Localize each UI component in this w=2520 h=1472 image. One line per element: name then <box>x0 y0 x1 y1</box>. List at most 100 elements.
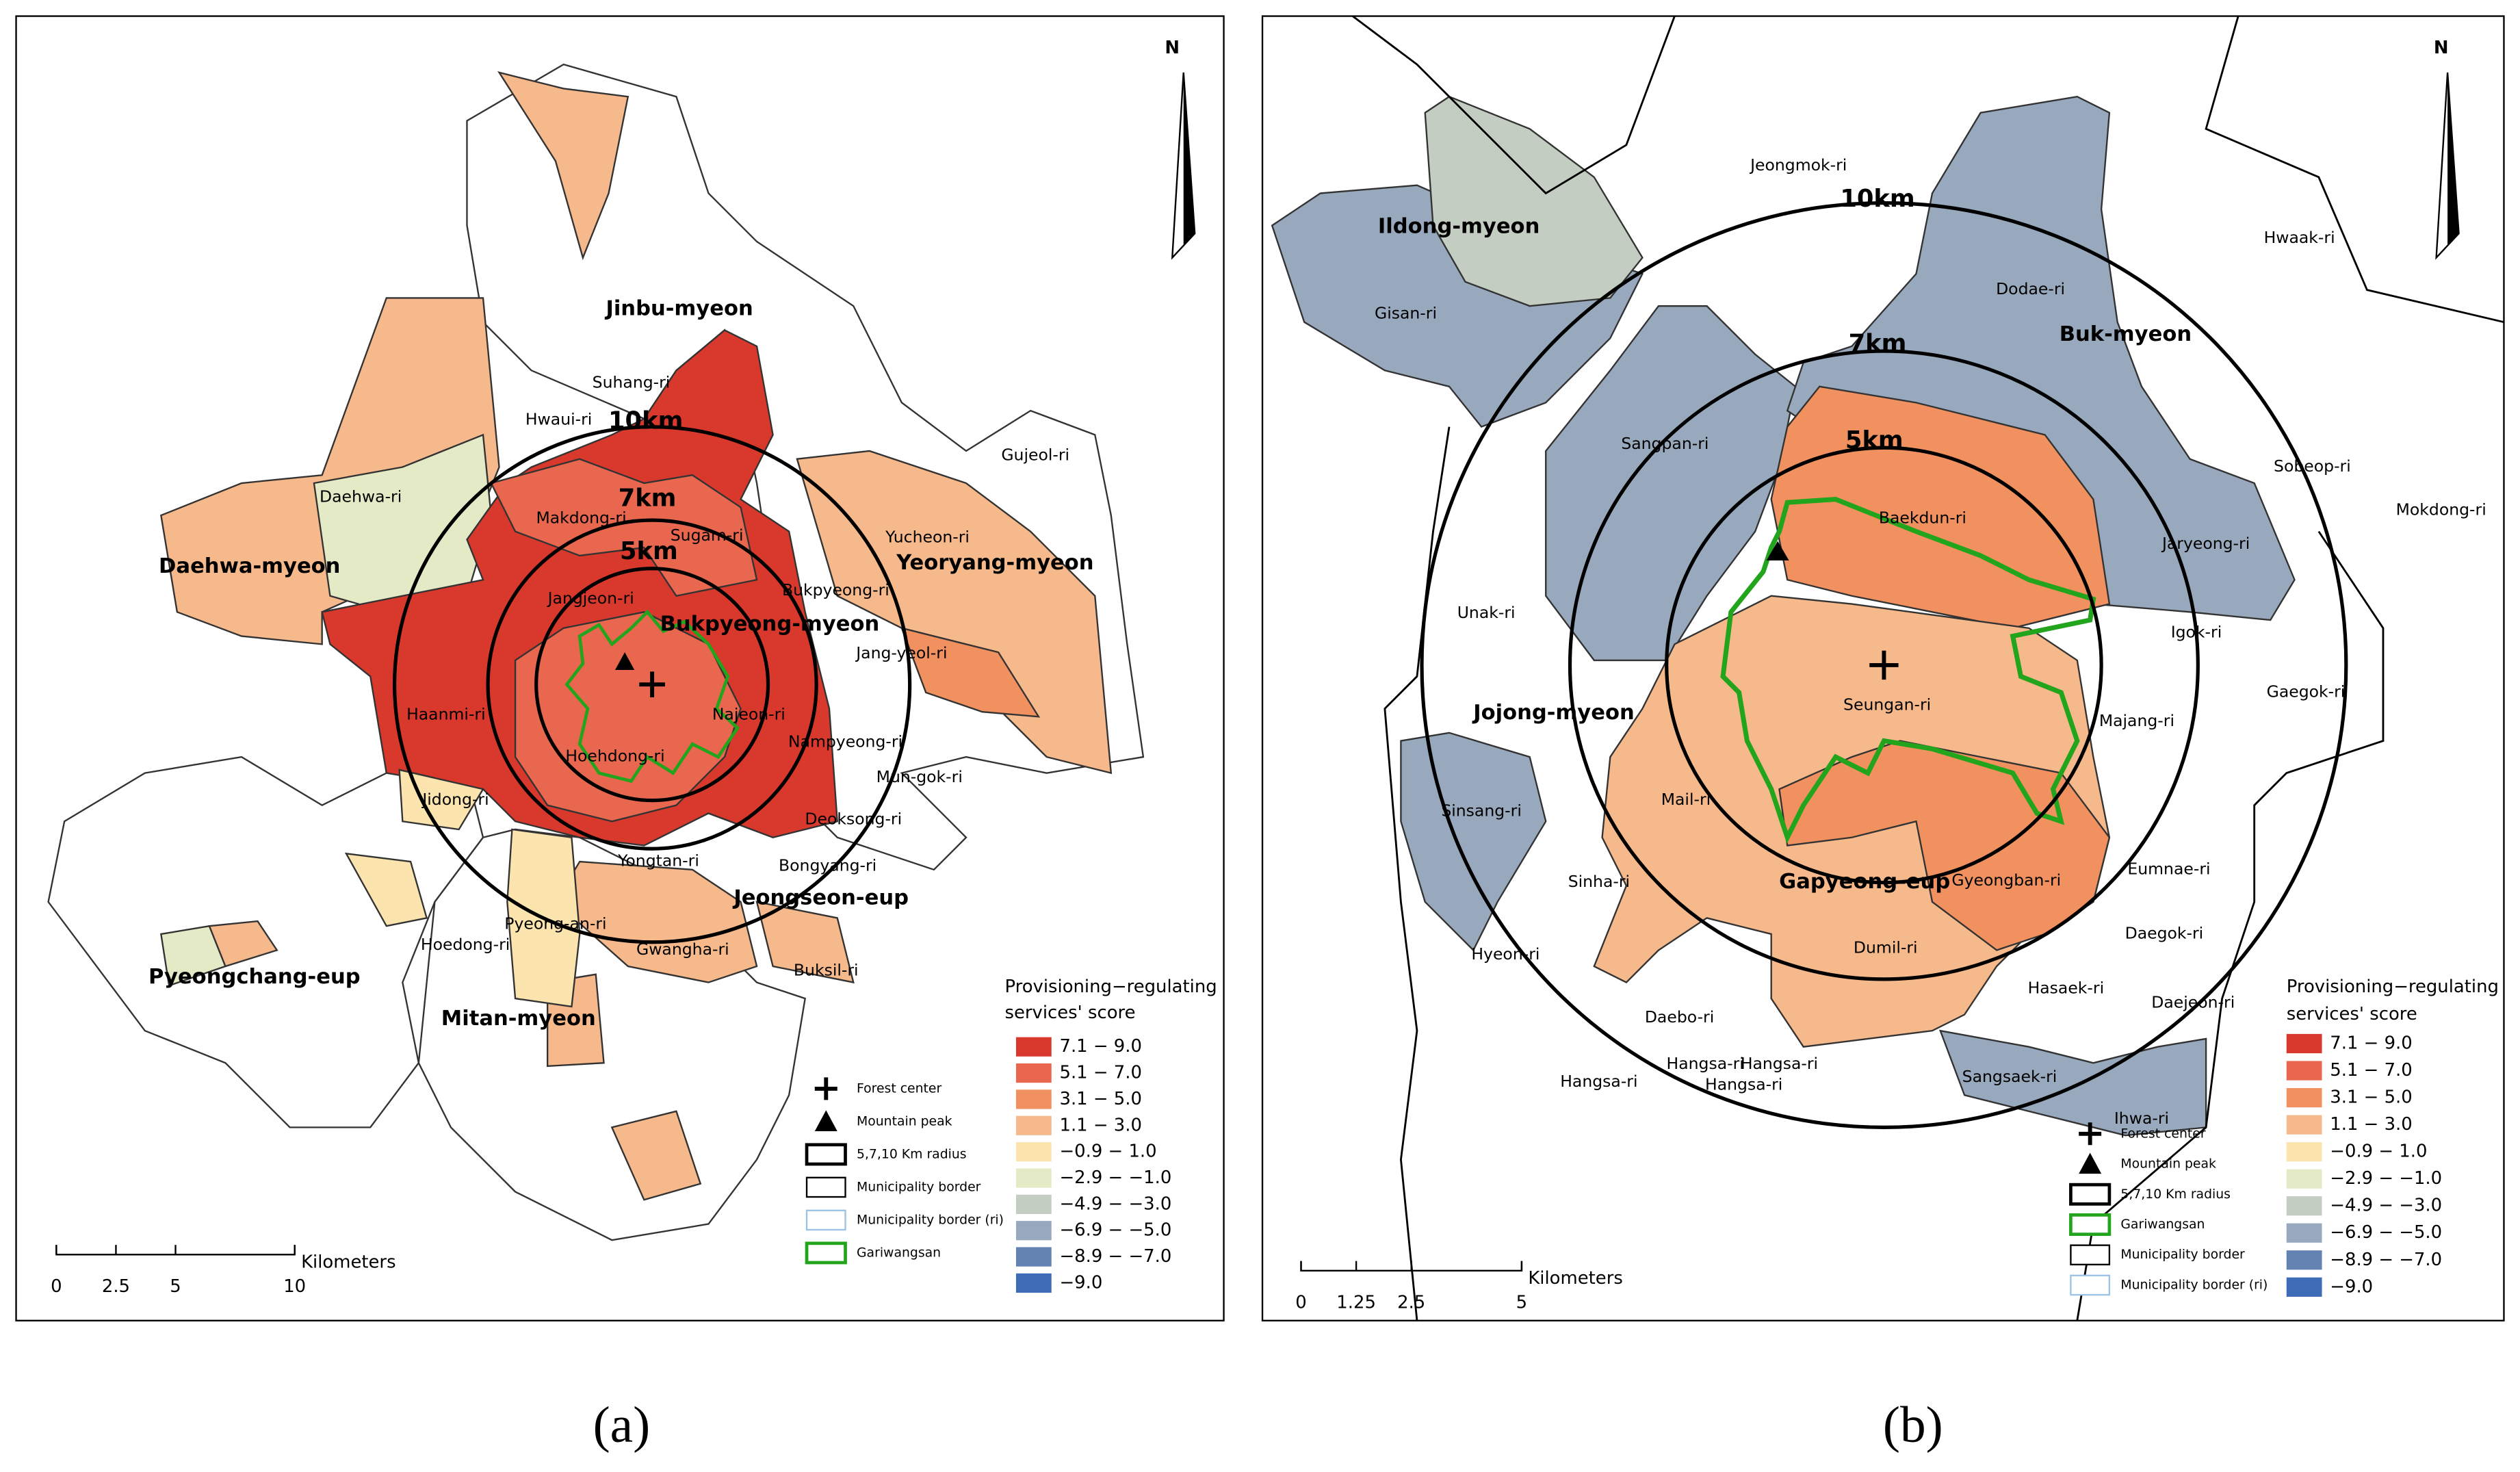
legend-swatch <box>2286 1087 2322 1108</box>
radius-label: 5km <box>1845 426 1904 454</box>
place-label: Gwangha-ri <box>636 940 729 959</box>
legend-label: 1.1 − 3.0 <box>2330 1114 2412 1135</box>
place-label: Suhang-ri <box>593 373 671 392</box>
legend-symbol-label: 5,7,10 Km radius <box>2120 1187 2231 1202</box>
region-label: Buk-myeon <box>2060 322 2192 346</box>
scale-tick-label: 5 <box>170 1276 181 1297</box>
place-label: Eumnae-ri <box>2127 859 2210 878</box>
legend-label: 7.1 − 9.0 <box>2330 1033 2412 1053</box>
legend-symbol-label: Municipality border <box>857 1180 981 1194</box>
place-label: Jang-yeol-ri <box>855 643 947 662</box>
legend-label: −6.9 − −5.0 <box>2330 1222 2442 1243</box>
scale-tick-label: 1.25 <box>1336 1292 1376 1313</box>
legend-label: −6.9 − −5.0 <box>1060 1220 1172 1241</box>
legend-icon <box>2079 1152 2102 1174</box>
place-label: Igok-ri <box>2171 622 2222 641</box>
legend-label: 1.1 − 3.0 <box>1060 1115 1142 1135</box>
place-label: Buksil-ri <box>794 961 859 980</box>
place-label: Najeon-ri <box>712 704 785 723</box>
legend-icon <box>814 1110 837 1132</box>
legend-label: −4.9 − −3.0 <box>1060 1193 1172 1214</box>
legend-swatch <box>2286 1196 2322 1216</box>
place-label: Sinha-ri <box>1568 872 1630 891</box>
place-label: Hangsa-ri <box>1705 1075 1782 1094</box>
legend-label: 5.1 − 7.0 <box>1060 1063 1142 1083</box>
legend-symbol-label: Forest center <box>857 1081 942 1096</box>
place-label: Dumil-ri <box>1854 938 1918 957</box>
legend-icon <box>2070 1274 2111 1296</box>
place-label: Unak-ri <box>1457 603 1516 622</box>
map-b <box>1261 15 2505 1321</box>
legend-label: −9.0 <box>2330 1276 2373 1297</box>
caption: (a) <box>593 1397 651 1454</box>
place-label: Sinsang-ri <box>1441 801 1522 821</box>
legend-label: 5.1 − 7.0 <box>2330 1060 2412 1081</box>
region-label: Ildong-myeon <box>1378 214 1540 238</box>
place-label: Gyeongban-ri <box>1951 870 2061 890</box>
place-label: Sangpan-ri <box>1621 434 1709 453</box>
legend-title: services' score <box>2287 1004 2417 1024</box>
legend-swatch <box>1015 1168 1052 1188</box>
legend-swatch <box>2286 1115 2322 1135</box>
scale-tick-label: 5 <box>1516 1292 1527 1313</box>
place-label: Yongtan-ri <box>617 851 699 870</box>
region-label: Bukpyeong-myeon <box>660 612 880 636</box>
legend-symbol-label: Mountain peak <box>857 1114 952 1128</box>
place-label: Daejeon-ri <box>2151 993 2235 1012</box>
legend-swatch <box>1015 1194 1052 1214</box>
legend-swatch <box>1015 1273 1052 1293</box>
legend-symbol-label: Municipality border (ri) <box>2120 1278 2268 1292</box>
place-label: Baekdun-ri <box>1879 508 1966 527</box>
scale-tick-label: 0 <box>51 1276 62 1297</box>
place-label: Majang-ri <box>2099 711 2174 730</box>
place-label: Sangsaek-ri <box>1962 1067 2057 1086</box>
legend-symbol-label: Municipality border <box>2120 1248 2245 1262</box>
legend-symbol-label: Forest center <box>2120 1126 2206 1141</box>
place-label: Gaegok-ri <box>2267 682 2346 701</box>
place-label: Bukpyeong-ri <box>782 580 889 599</box>
north-label: N <box>1165 38 1180 58</box>
legend-label: −0.9 − 1.0 <box>1060 1141 1157 1162</box>
scale-tick-label: 2.5 <box>1397 1292 1425 1313</box>
place-label: Mail-ri <box>1661 790 1711 809</box>
legend-label: −2.9 − −1.0 <box>1060 1167 1172 1188</box>
radius-label: 7km <box>1849 330 1907 358</box>
place-label: Sugam-ri <box>671 526 744 545</box>
region-label: Daehwa-myeon <box>159 554 340 578</box>
legend-icon <box>805 1241 847 1265</box>
legend-swatch <box>2286 1169 2322 1189</box>
place-label: Makdong-ri <box>536 508 626 527</box>
legend-label: −8.9 − −7.0 <box>2330 1250 2442 1270</box>
region-label: Jeongseon-eup <box>732 886 909 910</box>
map-a <box>15 15 1225 1321</box>
region-label: Mitan-myeon <box>441 1007 596 1031</box>
place-label: Mun-gok-ri <box>876 767 963 786</box>
legend-symbol-label: Gariwangsan <box>2120 1217 2205 1232</box>
legend-icon <box>805 1143 847 1166</box>
place-label: Ihwa-ri <box>2114 1109 2169 1128</box>
scale-tick-label: 0 <box>1295 1292 1306 1313</box>
region-label: Jojong-myeon <box>1472 701 1635 725</box>
place-label: Jaryeong-ri <box>2161 534 2250 553</box>
legend-label: −2.9 − −1.0 <box>2330 1168 2442 1189</box>
place-label: Pyeong-an-ri <box>504 914 606 933</box>
region-label: Yeoryang-myeon <box>896 551 1093 575</box>
legend-swatch <box>1015 1247 1052 1267</box>
legend-symbol-label: Mountain peak <box>2120 1157 2216 1172</box>
legend-icon <box>814 1077 837 1100</box>
legend-swatch <box>2286 1250 2322 1270</box>
legend-symbol-label: Municipality border (ri) <box>857 1213 1004 1227</box>
legend-label: −8.9 − −7.0 <box>1060 1246 1172 1267</box>
legend-label: −0.9 − 1.0 <box>2330 1141 2427 1162</box>
place-label: Hoedong-ri <box>421 935 510 954</box>
place-label: Hangsa-ri <box>1667 1054 1744 1073</box>
legend-label: 3.1 − 5.0 <box>2330 1087 2412 1108</box>
scale-tick-label: 10 <box>283 1276 306 1297</box>
place-label: Haanmi-ri <box>406 704 486 723</box>
place-label: Deoksong-ri <box>805 809 902 828</box>
legend-swatch <box>2286 1061 2322 1081</box>
legend-swatch <box>2286 1142 2322 1162</box>
place-label: Sobeop-ri <box>2274 456 2351 476</box>
